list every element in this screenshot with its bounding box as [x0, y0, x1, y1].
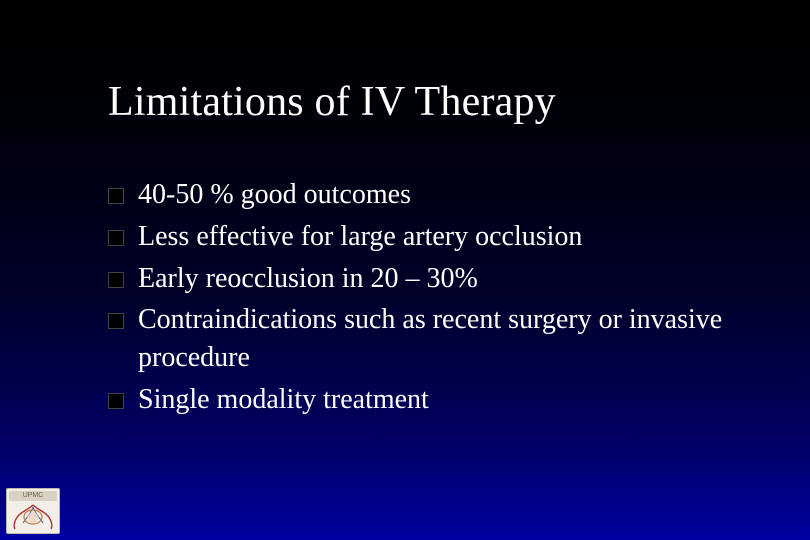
- square-bullet-icon: [108, 313, 124, 329]
- square-bullet-icon: [108, 188, 124, 204]
- slide: Limitations of IV Therapy 40-50 % good o…: [0, 0, 810, 540]
- square-bullet-icon: [108, 230, 124, 246]
- list-item: Less effective for large artery occlusio…: [108, 218, 750, 256]
- logo-label: UPMC StrokeInstitute: [9, 491, 57, 501]
- square-bullet-icon: [108, 272, 124, 288]
- list-item: Contraindications such as recent surgery…: [108, 301, 750, 377]
- bullet-text: Less effective for large artery occlusio…: [138, 218, 750, 256]
- institution-logo: UPMC StrokeInstitute: [6, 488, 60, 534]
- bullet-text: Single modality treatment: [138, 381, 750, 419]
- slide-title: Limitations of IV Therapy: [108, 78, 556, 126]
- bullet-list: 40-50 % good outcomes Less effective for…: [108, 176, 750, 423]
- square-bullet-icon: [108, 393, 124, 409]
- list-item: Early reocclusion in 20 – 30%: [108, 260, 750, 298]
- bullet-text: Early reocclusion in 20 – 30%: [138, 260, 750, 298]
- bullet-text: 40-50 % good outcomes: [138, 176, 750, 214]
- bullet-text: Contraindications such as recent surgery…: [138, 301, 750, 377]
- logo-graphic: [9, 501, 57, 531]
- list-item: Single modality treatment: [108, 381, 750, 419]
- list-item: 40-50 % good outcomes: [108, 176, 750, 214]
